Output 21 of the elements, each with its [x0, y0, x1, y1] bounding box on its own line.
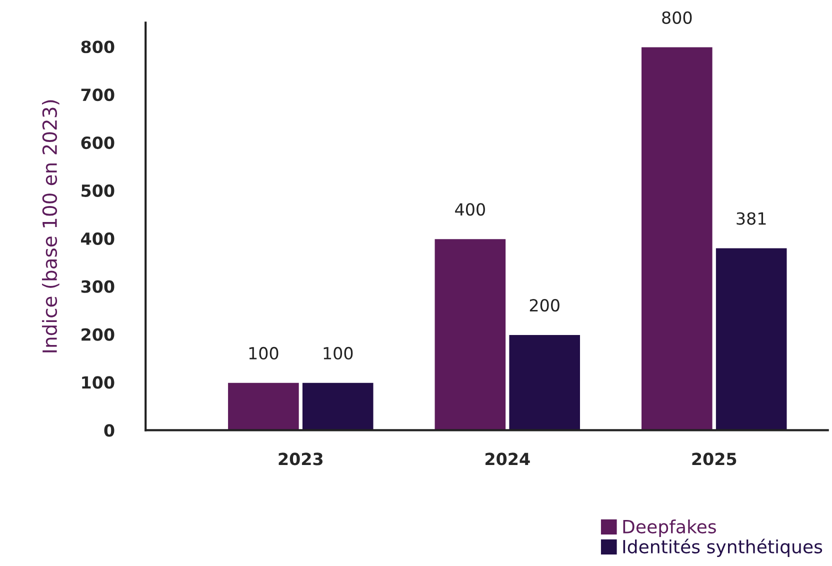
y-tick-label: 400 — [81, 232, 114, 245]
x-tick-label: 2025 — [692, 452, 736, 466]
y-tick-label: 100 — [82, 376, 114, 389]
data-label: 400 — [455, 203, 485, 216]
data-label: 381 — [736, 212, 766, 225]
legend-label: Deepfakes — [623, 519, 716, 537]
data-label: 100 — [324, 346, 353, 360]
x-tick-label: 2024 — [486, 452, 530, 466]
y-tick-label: 200 — [82, 328, 114, 341]
y-tick-label: 800 — [81, 40, 114, 54]
y-axis-title: Indice (base 100 en 2023) — [42, 100, 60, 352]
y-tick-label: 600 — [81, 136, 114, 150]
data-label: 200 — [530, 298, 560, 312]
x-tick-label: 2023 — [278, 452, 323, 466]
y-tick-label: 700 — [81, 88, 114, 102]
y-tick-label: 500 — [82, 184, 114, 198]
y-tick-label: 0 — [104, 424, 114, 437]
data-label: 100 — [249, 346, 278, 360]
data-label: 800 — [662, 11, 692, 24]
y-tick-label: 300 — [81, 280, 114, 293]
legend-label: Identités synthétiques — [623, 538, 822, 557]
